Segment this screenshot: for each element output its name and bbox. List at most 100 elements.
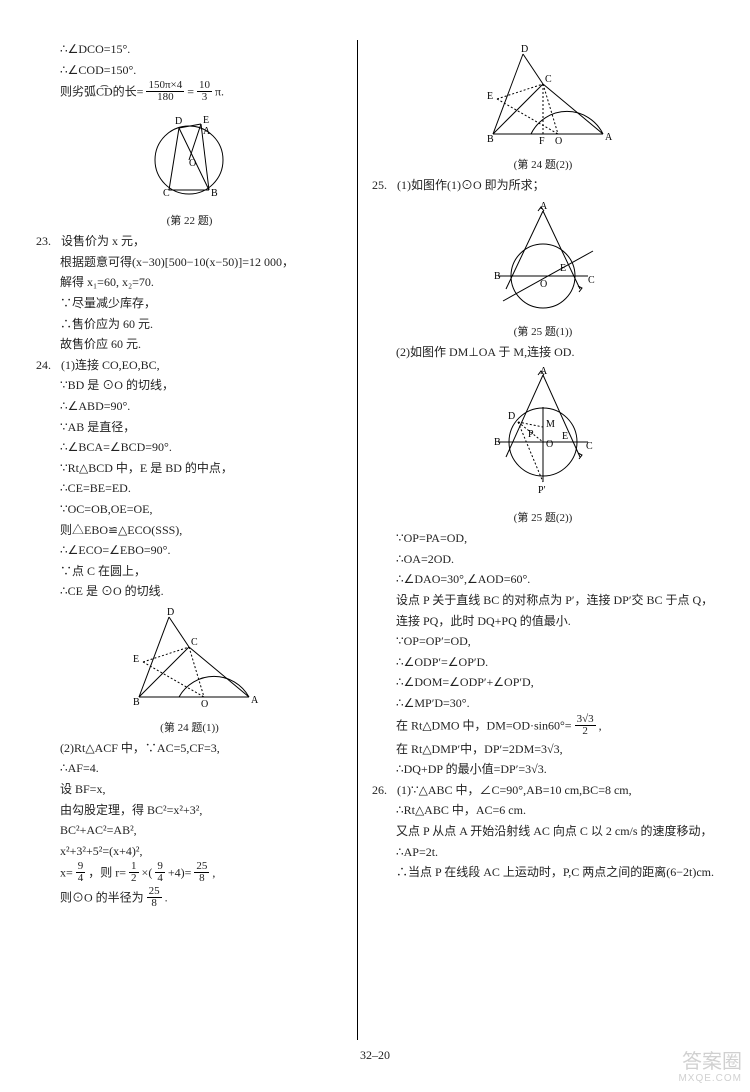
- question-number: 26.: [372, 781, 394, 800]
- text-line: 根据题意可得(x−30)[500−10(x−50)]=12 000，: [36, 253, 343, 272]
- right-column: D C E B F O A (第 24 题(2)) 25. (1)如图作(1)⊙…: [358, 40, 714, 1040]
- svg-text:P′: P′: [538, 485, 546, 496]
- svg-text:A: A: [251, 695, 259, 706]
- page-number: 32–20: [36, 1048, 714, 1063]
- text-line: 连接 PQ，此时 DQ+PQ 的值最小.: [372, 612, 714, 631]
- diagram-24-2: D C E B F O A: [473, 44, 613, 154]
- svg-text:E: E: [203, 115, 209, 126]
- text-line: ∴DQ+DP 的最小值=DP′=3√3.: [372, 760, 714, 779]
- svg-text:C: C: [191, 637, 198, 648]
- svg-text:O: O: [189, 158, 196, 169]
- text-line: ∴CE=BE=ED.: [36, 479, 343, 498]
- watermark: 答案圈 MXQE.COM: [678, 1051, 742, 1084]
- text-line: ∵Rt△BCD 中，E 是 BD 的中点，: [36, 459, 343, 478]
- svg-text:D: D: [508, 411, 515, 422]
- text-line: ∴Rt△ABC 中，AC=6 cm.: [372, 801, 714, 820]
- svg-text:O: O: [540, 279, 547, 290]
- svg-text:E: E: [560, 263, 566, 274]
- svg-text:B: B: [494, 437, 501, 448]
- diagram-25-2: A B C O D M P E P′: [478, 367, 608, 507]
- svg-text:E: E: [562, 431, 568, 442]
- text-line: ∵OC=OB,OE=OE,: [36, 500, 343, 519]
- question-26: 26. (1)∵△ABC 中，∠C=90°,AB=10 cm,BC=8 cm,: [372, 781, 714, 800]
- svg-text:E: E: [133, 654, 139, 665]
- text-line: 则劣弧C͡D的长= 150π×4180 = 103 π.: [36, 81, 343, 104]
- figure-caption: (第 22 题): [167, 212, 213, 228]
- figure-caption: (第 24 题(1)): [160, 719, 219, 735]
- fraction: 103: [197, 80, 212, 103]
- text-line: 设 BF=x,: [36, 780, 343, 799]
- text-line: ∴AP=2t.: [372, 843, 714, 862]
- svg-text:D: D: [521, 44, 528, 55]
- figure-22: D E A O C B (第 22 题): [36, 110, 343, 228]
- text-line: ∴∠DAO=30°,∠AOD=60°.: [372, 570, 714, 589]
- diagram-25-1: A B C O E: [478, 201, 608, 321]
- text-line: ∵OP=OP′=OD,: [372, 632, 714, 651]
- question-number: 24.: [36, 356, 58, 375]
- svg-text:B: B: [211, 188, 218, 199]
- svg-text:O: O: [201, 699, 208, 710]
- text-line: 又点 P 从点 A 开始沿射线 AC 向点 C 以 2 cm/s 的速度移动，: [372, 822, 714, 841]
- fraction: 150π×4180: [146, 80, 184, 103]
- text-line: (2)如图作 DM⊥OA 于 M,连接 OD.: [372, 343, 714, 362]
- question-25: 25. (1)如图作(1)⊙O 即为所求；: [372, 176, 714, 195]
- svg-text:O: O: [546, 439, 553, 450]
- figure-25-1: A B C O E (第 25 题(1)): [372, 201, 714, 339]
- text-line: ∵BD 是 ⊙O 的切线，: [36, 376, 343, 395]
- label: 则劣弧C͡D的长=: [60, 84, 143, 98]
- svg-text:C: C: [545, 74, 552, 85]
- svg-text:F: F: [539, 136, 545, 147]
- text-line: ∴∠ECO=∠EBO=90°.: [36, 541, 343, 560]
- svg-text:C: C: [163, 188, 170, 199]
- svg-text:M: M: [546, 419, 555, 430]
- text-line: ∴AF=4.: [36, 759, 343, 778]
- text-line: BC²+AC²=AB²,: [36, 821, 343, 840]
- text-line: ∴售价应为 60 元.: [36, 315, 343, 334]
- question-23: 23. 设售价为 x 元，: [36, 232, 343, 251]
- text-line: 故售价应 60 元.: [36, 335, 343, 354]
- svg-text:B: B: [487, 134, 494, 145]
- svg-text:D: D: [167, 607, 174, 618]
- text-line: ∵点 C 在圆上，: [36, 562, 343, 581]
- text-line: ∴当点 P 在线段 AC 上运动时，P,C 两点之间的距离(6−2t)cm.: [372, 863, 714, 882]
- svg-text:A: A: [203, 126, 211, 137]
- svg-text:C: C: [586, 441, 593, 452]
- content-columns: ∴∠DCO=15°. ∴∠COD=150°. 则劣弧C͡D的长= 150π×41…: [36, 40, 714, 1040]
- question-number: 25.: [372, 176, 394, 195]
- watermark-sub: MXQE.COM: [678, 1073, 742, 1084]
- text-line: ∴OA=2OD.: [372, 550, 714, 569]
- text-line: ∴∠BCA=∠BCD=90°.: [36, 438, 343, 457]
- text-line: x²+3²+5²=(x+4)²,: [36, 842, 343, 861]
- text-line: 则⊙O 的半径为 258 .: [36, 887, 343, 910]
- svg-text:B: B: [494, 271, 501, 282]
- text-line: 则△EBO≌△ECO(SSS),: [36, 521, 343, 540]
- left-column: ∴∠DCO=15°. ∴∠COD=150°. 则劣弧C͡D的长= 150π×41…: [36, 40, 357, 1040]
- text-line: ∴∠ABD=90°.: [36, 397, 343, 416]
- diagram-22: D E A O C B: [139, 110, 239, 210]
- text-line: ∵OP=PA=OD,: [372, 529, 714, 548]
- text-line: ∴∠DOM=∠ODP′+∠OP′D,: [372, 673, 714, 692]
- text-line: 由勾股定理，得 BC²=x²+3²,: [36, 801, 343, 820]
- svg-text:E: E: [487, 91, 493, 102]
- text-line: ∴∠COD=150°.: [36, 61, 343, 80]
- text-line: ∵尽量减少库存，: [36, 294, 343, 313]
- figure-caption: (第 24 题(2)): [514, 156, 573, 172]
- watermark-main: 答案圈: [682, 1051, 742, 1073]
- text-line: ∴∠MP′D=30°.: [372, 694, 714, 713]
- text-line: 在 Rt△DMO 中，DM=OD·sin60°= 3√32 ,: [372, 715, 714, 738]
- figure-caption: (第 25 题(2)): [514, 509, 573, 525]
- text-line: ∴∠DCO=15°.: [36, 40, 343, 59]
- text-line: 在 Rt△DMP′中，DP′=2DM=3√3,: [372, 740, 714, 759]
- text-line: x= 94 ，则 r= 12 ×( 94 +4)= 258 ,: [36, 862, 343, 885]
- svg-text:C: C: [588, 275, 595, 286]
- figure-24-2: D C E B F O A (第 24 题(2)): [372, 44, 714, 172]
- figure-caption: (第 25 题(1)): [514, 323, 573, 339]
- text-line: (2)Rt△ACF 中，∵AC=5,CF=3,: [36, 739, 343, 758]
- figure-24-1: D C E B O A (第 24 题(1)): [36, 607, 343, 735]
- text-line: ∴∠ODP′=∠OP′D.: [372, 653, 714, 672]
- svg-text:O: O: [555, 136, 562, 147]
- svg-text:A: A: [605, 132, 613, 143]
- svg-text:B: B: [133, 697, 140, 708]
- question-number: 23.: [36, 232, 58, 251]
- diagram-24-1: D C E B O A: [119, 607, 259, 717]
